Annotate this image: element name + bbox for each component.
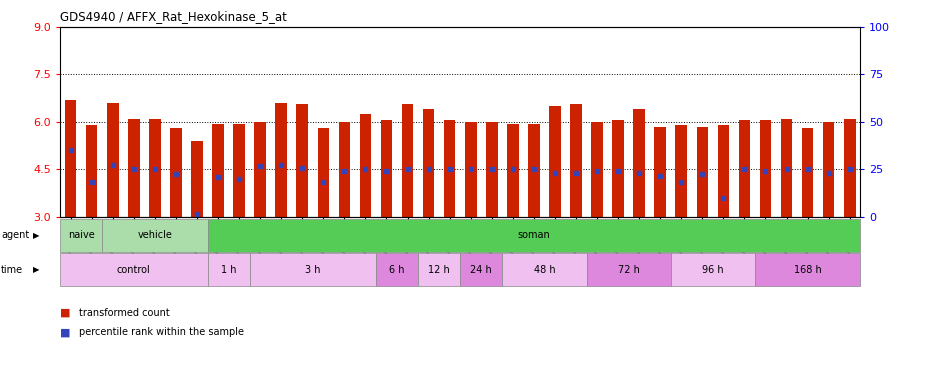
Text: 3 h: 3 h — [305, 265, 321, 275]
Bar — [191, 141, 203, 217]
Bar — [507, 124, 519, 217]
Bar — [718, 125, 729, 217]
Bar — [254, 122, 266, 217]
Text: transformed count: transformed count — [79, 308, 169, 318]
Text: percentile rank within the sample: percentile rank within the sample — [79, 327, 243, 337]
Bar — [528, 124, 539, 217]
Text: GDS4940 / AFFX_Rat_Hexokinase_5_at: GDS4940 / AFFX_Rat_Hexokinase_5_at — [60, 10, 287, 23]
Bar — [381, 120, 392, 217]
Bar — [823, 122, 834, 217]
Bar — [360, 114, 371, 217]
Bar — [401, 104, 413, 217]
Bar — [233, 124, 245, 217]
Bar — [844, 119, 856, 217]
Bar — [739, 120, 750, 217]
Bar — [107, 103, 118, 217]
Text: 48 h: 48 h — [534, 265, 555, 275]
Text: 24 h: 24 h — [471, 265, 492, 275]
Bar — [170, 128, 181, 217]
Bar — [423, 109, 435, 217]
Bar — [802, 128, 813, 217]
Bar — [149, 119, 161, 217]
Bar — [128, 119, 140, 217]
Bar — [317, 128, 329, 217]
Bar — [486, 122, 498, 217]
Bar — [697, 127, 709, 217]
Text: 168 h: 168 h — [794, 265, 821, 275]
Bar — [570, 104, 582, 217]
Text: vehicle: vehicle — [138, 230, 172, 240]
Bar — [297, 104, 308, 217]
Text: 96 h: 96 h — [702, 265, 723, 275]
Bar — [465, 122, 476, 217]
Bar — [65, 100, 77, 217]
Text: ■: ■ — [60, 308, 70, 318]
Bar — [212, 124, 224, 217]
Text: 12 h: 12 h — [428, 265, 450, 275]
Text: 1 h: 1 h — [221, 265, 236, 275]
Text: ▶: ▶ — [33, 231, 40, 240]
Bar — [612, 120, 623, 217]
Bar — [86, 125, 97, 217]
Text: ▶: ▶ — [33, 265, 40, 274]
Text: time: time — [1, 265, 23, 275]
Bar — [675, 125, 687, 217]
Bar — [654, 127, 666, 217]
Text: control: control — [117, 265, 151, 275]
Bar — [634, 109, 645, 217]
Bar — [444, 120, 455, 217]
Bar — [276, 103, 287, 217]
Bar — [339, 122, 351, 217]
Bar — [781, 119, 793, 217]
Text: agent: agent — [1, 230, 30, 240]
Text: 6 h: 6 h — [389, 265, 405, 275]
Text: ■: ■ — [60, 327, 70, 337]
Bar — [591, 122, 603, 217]
Bar — [759, 120, 771, 217]
Text: naive: naive — [68, 230, 94, 240]
Text: 72 h: 72 h — [618, 265, 639, 275]
Bar — [549, 106, 561, 217]
Text: soman: soman — [517, 230, 550, 240]
